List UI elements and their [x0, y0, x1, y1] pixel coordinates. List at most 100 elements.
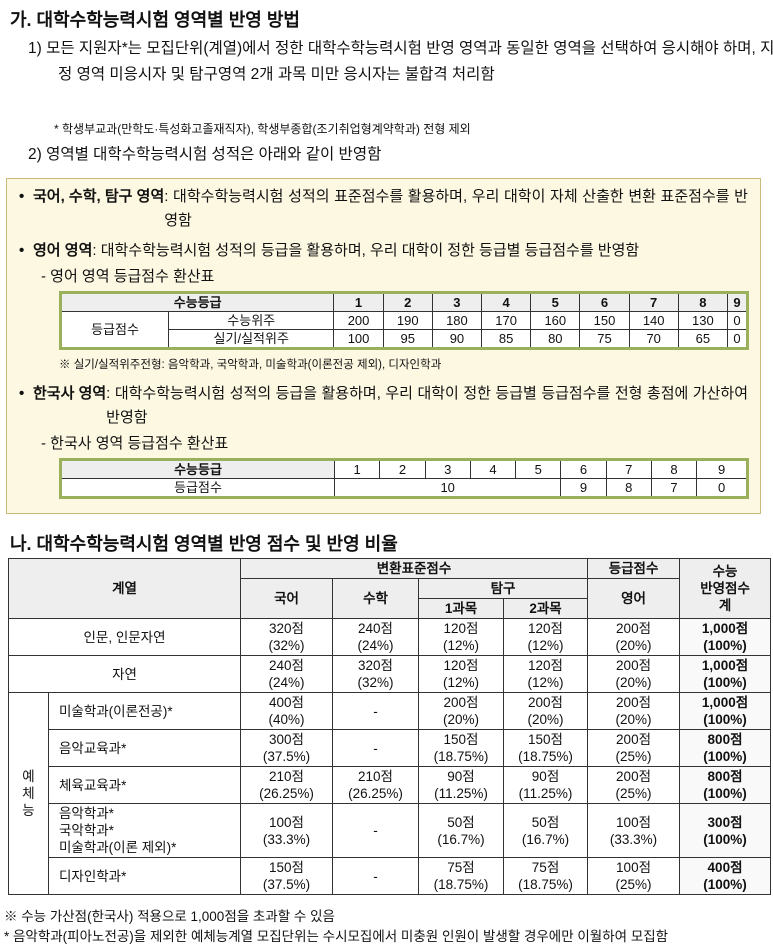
- cell-line: -: [373, 740, 378, 756]
- cell-line: (37.5%): [262, 877, 311, 892]
- cell-line: 320점: [269, 621, 304, 636]
- cell-line: 200점: [616, 658, 651, 673]
- header-cell: 7: [605, 459, 652, 479]
- header-cell: 5: [515, 459, 562, 479]
- cell-line: -: [373, 703, 378, 719]
- cell-line: (26.25%): [259, 786, 314, 801]
- cell-line: (20%): [615, 675, 652, 690]
- header-cell: 8: [650, 459, 698, 479]
- cell: 200점 (20%): [502, 692, 589, 730]
- row-label: 등급점수: [60, 311, 169, 349]
- header-line: 반영점수: [700, 581, 750, 596]
- header-cell: 6: [560, 459, 607, 479]
- history-table: 수능등급 1 2 3 4 5 6 7 8 9 등급점수 10 9 8 7 0: [59, 458, 749, 499]
- cell: 100점 (33.3%): [587, 803, 681, 858]
- cell-line: 300점: [269, 732, 304, 747]
- cell-line: (100%): [703, 638, 747, 653]
- row: 등급점수 10 9 8 7 0: [59, 478, 748, 498]
- row-name: 디자인학과*: [48, 857, 241, 895]
- cell: 200점 (20%): [587, 618, 681, 656]
- cell-line: 100점: [616, 860, 651, 875]
- row-name: 체육교육과*: [48, 766, 241, 804]
- cell: 200점 (25%): [587, 729, 681, 767]
- cell-line: (20%): [615, 638, 652, 653]
- name-line: 인문, 인문자연: [83, 629, 166, 645]
- cell-line: 120점: [443, 621, 479, 636]
- cell: 65: [677, 329, 728, 349]
- cell: 90: [431, 329, 483, 349]
- bullet-label: 영어 영역: [33, 242, 93, 259]
- row: 수능등급 1 2 3 4 5 6 7 8 9: [59, 292, 749, 312]
- cell-line: 240점: [269, 658, 304, 673]
- cell: 100: [333, 329, 384, 349]
- header-cell: 7: [628, 292, 679, 312]
- info-box: • 국어, 수학, 탐구 영역: 대학수학능력시험 성적의 표준점수를 활용하며,…: [6, 178, 761, 514]
- header-cell: 등급점수: [587, 558, 681, 579]
- row: 국어 수학 탐구 영어: [9, 578, 771, 619]
- cell-line: -: [373, 868, 378, 884]
- cell: 100점 (25%): [587, 857, 681, 895]
- cell-line: (32%): [268, 638, 305, 653]
- cell-line: 1,000점: [701, 658, 749, 673]
- cell-line: (40%): [268, 712, 305, 727]
- row-label: 등급점수: [59, 478, 336, 498]
- cell: 7: [650, 478, 698, 498]
- cell: 320점 (32%): [240, 618, 333, 656]
- cell: 50점 (16.7%): [502, 803, 589, 858]
- cell: 85: [481, 329, 532, 349]
- row: 예 체 능 미술학과(이론전공)* 400점 (40%) - 200점 (20%) 200점 (20…: [8, 692, 772, 895]
- cell-line: (33.3%): [262, 831, 311, 847]
- header-cell: 탐구: [417, 578, 589, 599]
- cell: 150점 (37.5%): [240, 857, 333, 895]
- cell: 200점 (20%): [587, 692, 681, 730]
- header-cell: 5: [530, 292, 581, 312]
- cell: 120점 (12%): [418, 618, 504, 656]
- cell-line: (26.25%): [348, 786, 403, 801]
- header-cell: 6: [579, 292, 630, 312]
- header-cell: 국어: [240, 578, 333, 619]
- row-name: 인문, 인문자연: [8, 618, 241, 656]
- cell: 100점 (33.3%): [240, 803, 333, 858]
- cell-line: 50점: [447, 814, 475, 830]
- cell-line: (12%): [442, 675, 479, 690]
- cell: 200: [333, 311, 384, 330]
- bullet: • 국어, 수학, 탐구 영역: 대학수학능력시험 성적의 표준점수를 활용하며,…: [19, 185, 748, 233]
- bullet-dot: •: [19, 385, 25, 402]
- header-cell: 수능등급: [59, 292, 335, 312]
- cell: 800점 (100%): [679, 766, 772, 804]
- cell-line: 150점: [443, 732, 479, 747]
- cell: 200점 (20%): [418, 692, 504, 730]
- cell-line: 800점: [707, 732, 743, 747]
- cell-line: (100%): [703, 786, 747, 801]
- cell: 210점 (26.25%): [240, 766, 333, 804]
- cell-line: 100점: [269, 814, 304, 830]
- cell-line: 75점: [447, 860, 475, 875]
- row: 계열 변환표준점수 등급점수 수능 반영점수 계: [8, 558, 772, 619]
- cell: -: [332, 857, 419, 895]
- footnote: ※ 수능 가산점(한국사) 적용으로 1,000점을 초과할 수 있음: [4, 909, 335, 924]
- cell-line: (18.75%): [518, 749, 573, 764]
- header-cell: 수능 반영점수 계: [679, 558, 772, 619]
- cell-line: 200점: [616, 769, 651, 784]
- name-line: 미술학과(이론전공)*: [59, 703, 173, 719]
- cell-line: (16.7%): [521, 831, 570, 847]
- header-cell: 수학: [332, 578, 419, 619]
- cell-line: 120점: [528, 658, 563, 673]
- header-cell: 3: [424, 459, 471, 479]
- cell-line: 90점: [447, 769, 475, 784]
- cell: 9: [560, 478, 607, 498]
- bullet-text: : 대학수학능력시험 성적의 등급을 활용하며, 우리 대학이 정한 등급별 등…: [92, 242, 640, 259]
- section-title: 나. 대학수학능력시험 영역별 반영 점수 및 반영 비율: [10, 534, 398, 554]
- row-name: 수능위주: [167, 311, 335, 330]
- row-name: 음악학과* 국악학과* 미술학과(이론 제외)*: [48, 803, 241, 858]
- cell: 70: [628, 329, 679, 349]
- cell-line: 1,000점: [701, 695, 749, 710]
- header-line: 계: [718, 598, 732, 613]
- cell: -: [332, 803, 419, 858]
- cell: 150: [579, 311, 630, 330]
- cell-line: 200점: [616, 732, 651, 747]
- row-name: 자연: [8, 655, 241, 693]
- section-title: 가. 대학수학능력시험 영역별 반영 방법: [10, 10, 300, 30]
